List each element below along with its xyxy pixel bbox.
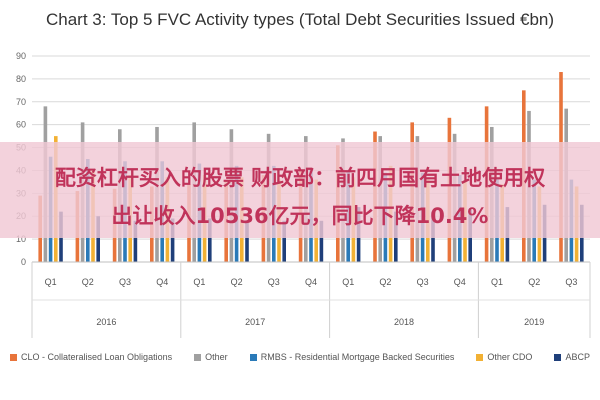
x-tick-label: Q2 <box>82 277 94 287</box>
chart-title: Chart 3: Top 5 FVC Activity types (Total… <box>45 10 555 29</box>
y-tick-label: 70 <box>16 97 26 107</box>
x-tick-label: Q1 <box>45 277 57 287</box>
y-tick-label: 10 <box>16 234 26 244</box>
bar <box>208 218 212 262</box>
legend-label: ABCP <box>565 352 590 362</box>
year-label: 2018 <box>394 317 414 327</box>
legend-swatch <box>476 353 484 361</box>
year-label: 2017 <box>245 317 265 327</box>
legend-label: Other CDO <box>487 352 533 362</box>
headline-line-1: 配资杠杆买入的股票 财政部：前四月国有土地使用权 <box>54 166 546 190</box>
x-tick-label: Q3 <box>268 277 280 287</box>
bar <box>170 218 175 262</box>
x-tick-label: Q3 <box>565 277 577 287</box>
y-tick-label: 0 <box>21 257 26 267</box>
x-tick-label: Q1 <box>193 277 205 287</box>
x-tick-label: Q1 <box>342 277 354 287</box>
legend-item: CLO - Collateralised Loan Obligations <box>10 352 172 362</box>
bar <box>133 220 138 262</box>
bar <box>319 220 324 262</box>
chart-legend: CLO - Collateralised Loan Obligations Oth… <box>10 352 590 362</box>
year-label: 2019 <box>524 317 544 327</box>
x-tick-label: Q3 <box>119 277 131 287</box>
x-tick-label: Q4 <box>305 277 317 287</box>
y-tick-label: 80 <box>16 74 26 84</box>
bar <box>245 220 249 262</box>
legend-swatch <box>249 353 257 361</box>
legend-swatch <box>10 353 17 361</box>
bar <box>96 216 100 262</box>
x-tick-label: Q4 <box>454 277 466 287</box>
year-label: 2016 <box>96 317 116 327</box>
headline-line-2: 出让收入10536亿元，同比下降10.4% <box>111 204 489 228</box>
legend-item: RMBS - Residential Mortgage Backed Secur… <box>249 352 455 362</box>
y-tick-label: 90 <box>16 51 26 61</box>
x-tick-label: Q1 <box>491 277 503 287</box>
legend-label: Other <box>205 352 228 362</box>
bar <box>282 220 286 262</box>
legend-swatch <box>194 353 202 361</box>
x-tick-label: Q4 <box>156 277 168 287</box>
legend-item: ABCP <box>554 352 590 362</box>
x-tick-label: Q2 <box>379 277 391 287</box>
headline-banner: 配资杠杆买入的股票 财政部：前四月国有土地使用权 出让收入10536亿元，同比下… <box>0 142 600 238</box>
x-tick-label: Q3 <box>417 277 429 287</box>
legend-item: Other CDO <box>476 352 532 362</box>
legend-swatch <box>554 353 562 361</box>
legend-label: RMBS - Residential Mortgage Backed Secur… <box>260 352 455 362</box>
x-tick-label: Q2 <box>231 277 243 287</box>
legend-item: Other <box>194 352 228 362</box>
legend-label: CLO - Collateralised Loan Obligations <box>21 352 173 362</box>
y-tick-label: 60 <box>16 120 26 130</box>
x-tick-label: Q2 <box>528 277 540 287</box>
